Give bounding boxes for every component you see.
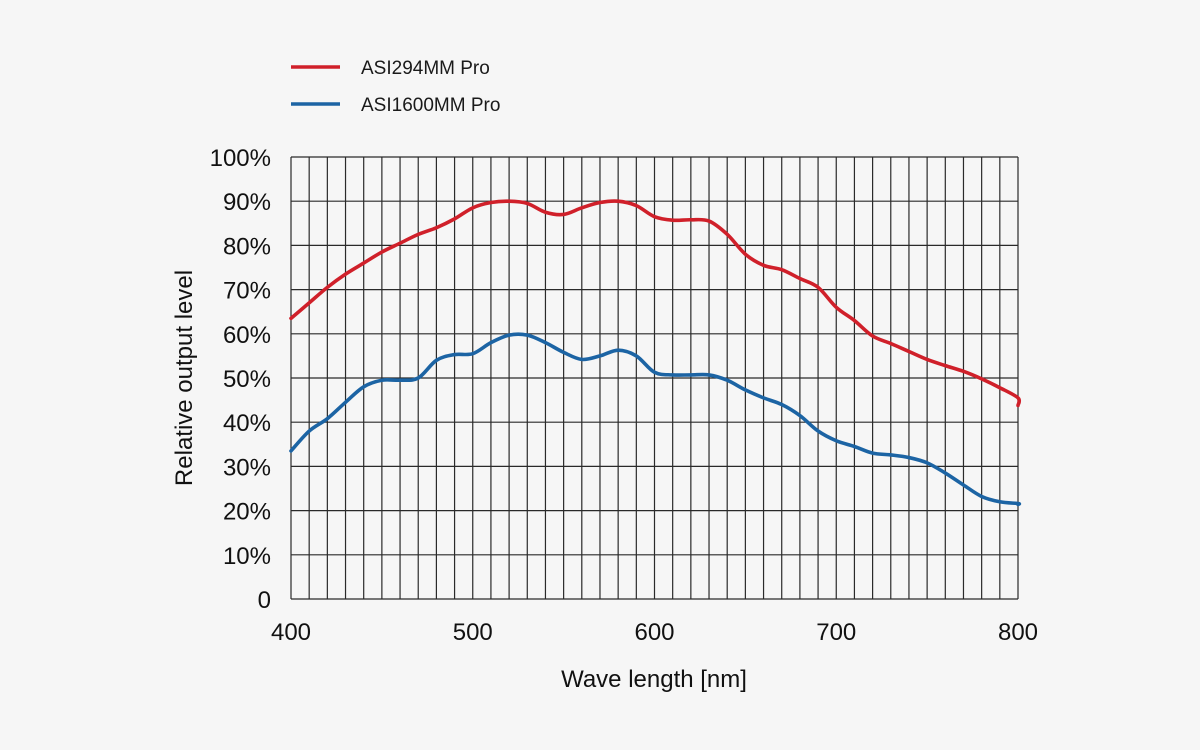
- x-tick-label: 700: [816, 619, 856, 646]
- y-tick-label: 80%: [223, 233, 271, 260]
- series-line-asi294mm-pro: [289, 199, 1022, 408]
- series-line-asi1600mm-pro: [289, 332, 1022, 507]
- y-tick-label: 40%: [223, 410, 271, 437]
- y-tick-label: 20%: [223, 499, 271, 526]
- y-tick-label: 50%: [223, 366, 271, 393]
- x-tick-labels: 400 500 600 700 800: [271, 619, 1038, 646]
- y-tick-label: 70%: [223, 278, 271, 305]
- x-tick-label: 500: [453, 619, 493, 646]
- x-tick-label: 600: [634, 619, 674, 646]
- y-tick-label: 30%: [223, 454, 271, 481]
- y-tick-label: 0: [258, 587, 271, 614]
- y-tick-label: 60%: [223, 322, 271, 349]
- y-axis-title: Relative output level: [171, 270, 198, 486]
- x-tick-label: 400: [271, 619, 311, 646]
- legend: ASI294MM Pro ASI1600MM Pro: [291, 58, 500, 116]
- y-tick-label: 90%: [223, 189, 271, 216]
- series-lines: [289, 199, 1022, 507]
- legend-label-asi1600mm-pro: ASI1600MM Pro: [361, 95, 500, 116]
- legend-label-asi294mm-pro: ASI294MM Pro: [361, 58, 490, 79]
- x-axis-title: Wave length [nm]: [561, 666, 747, 693]
- horizontal-gridlines: [291, 156, 1018, 600]
- y-tick-labels: 0 10% 20% 30% 40% 50% 60% 70% 80% 90% 100%: [210, 145, 271, 614]
- y-tick-label: 100%: [210, 145, 271, 172]
- x-tick-label: 800: [998, 619, 1038, 646]
- y-tick-label: 10%: [223, 543, 271, 570]
